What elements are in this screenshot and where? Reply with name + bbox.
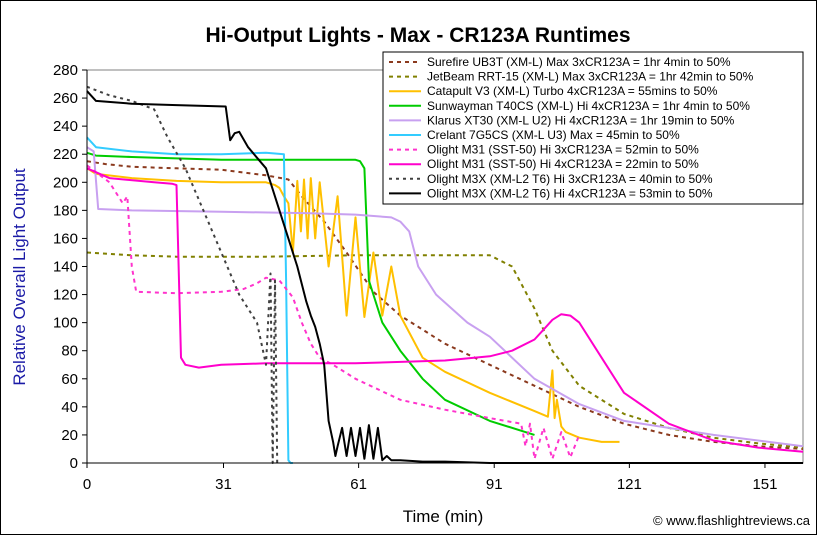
y-tick-label: 260	[53, 90, 78, 107]
legend-label: Olight M31 (SST-50) Hi 3xCR123A = 52min …	[427, 143, 699, 157]
y-tick-label: 280	[53, 62, 78, 79]
series-line-7	[86, 164, 581, 460]
series-line-9	[86, 85, 280, 464]
x-tick-label: 31	[215, 476, 232, 493]
y-tick-label: 120	[53, 287, 78, 304]
chart-title: Hi-Output Lights - Max - CR123A Runtimes	[205, 24, 630, 47]
y-tick-label: 80	[61, 343, 78, 360]
legend-label: Catapult V3 (XM-L) Turbo 4xCR123A = 55mi…	[427, 84, 718, 98]
y-tick-label: 60	[61, 371, 78, 388]
legend-box	[382, 51, 804, 205]
legend-label: Olight M3X (XM-L2 T6) Hi 3xCR123A = 40mi…	[427, 172, 713, 186]
x-tick-label: 151	[752, 476, 777, 493]
legend: Surefire UB3T (XM-L) Max 3xCR123A = 1hr …	[382, 51, 804, 205]
x-tick-label: 0	[83, 476, 91, 493]
y-tick-label: 200	[53, 174, 78, 191]
legend-label: Olight M3X (XM-L2 T6) Hi 4xCR123A = 53mi…	[427, 186, 713, 200]
x-tick-label: 121	[617, 476, 642, 493]
legend-label: JetBeam RRT-15 (XM-L) Max 3xCR123A = 1hr…	[427, 70, 754, 84]
series-line-8	[86, 167, 804, 453]
x-tick-label: 61	[350, 476, 367, 493]
y-tick-label: 140	[53, 259, 78, 276]
x-axis-title: Time (min)	[403, 507, 484, 526]
y-tick-label: 20	[61, 427, 78, 444]
legend-label: Sunwayman T40CS (XM-L) Hi 4xCR123A = 1hr…	[427, 99, 750, 113]
y-tick-label: 160	[53, 230, 78, 247]
x-tick-label: 91	[486, 476, 503, 493]
y-axis-title: Relative Overall Light Output	[10, 168, 29, 386]
axes: 0 20 40 60 80 100 120 140 160 180 200 220 240 260 280 0…	[53, 62, 803, 493]
y-tick-label: 220	[53, 146, 78, 163]
series-line-5	[86, 146, 804, 448]
series-line-1	[86, 160, 804, 450]
y-tick-label: 100	[53, 315, 78, 332]
legend-label: Surefire UB3T (XM-L) Max 3xCR123A = 1hr …	[427, 55, 731, 69]
legend-label: Klarus XT30 (XM-L U2) Hi 4xCR123A = 1hr …	[427, 113, 735, 127]
legend-label: Crelant 7G5CS (XM-L U3) Max = 45min to 5…	[427, 128, 680, 142]
series-line-6	[86, 136, 293, 464]
series-line-10	[86, 90, 803, 464]
series-line-4	[86, 151, 535, 436]
y-tick-label: 0	[70, 455, 78, 472]
credit-text: © www.flashlightreviews.ca	[653, 513, 811, 528]
y-tick-label: 40	[61, 399, 78, 416]
y-tick-label: 180	[53, 202, 78, 219]
y-tick-label: 240	[53, 118, 78, 135]
legend-label: Olight M31 (SST-50) Hi 4xCR123A = 22min …	[427, 157, 699, 171]
